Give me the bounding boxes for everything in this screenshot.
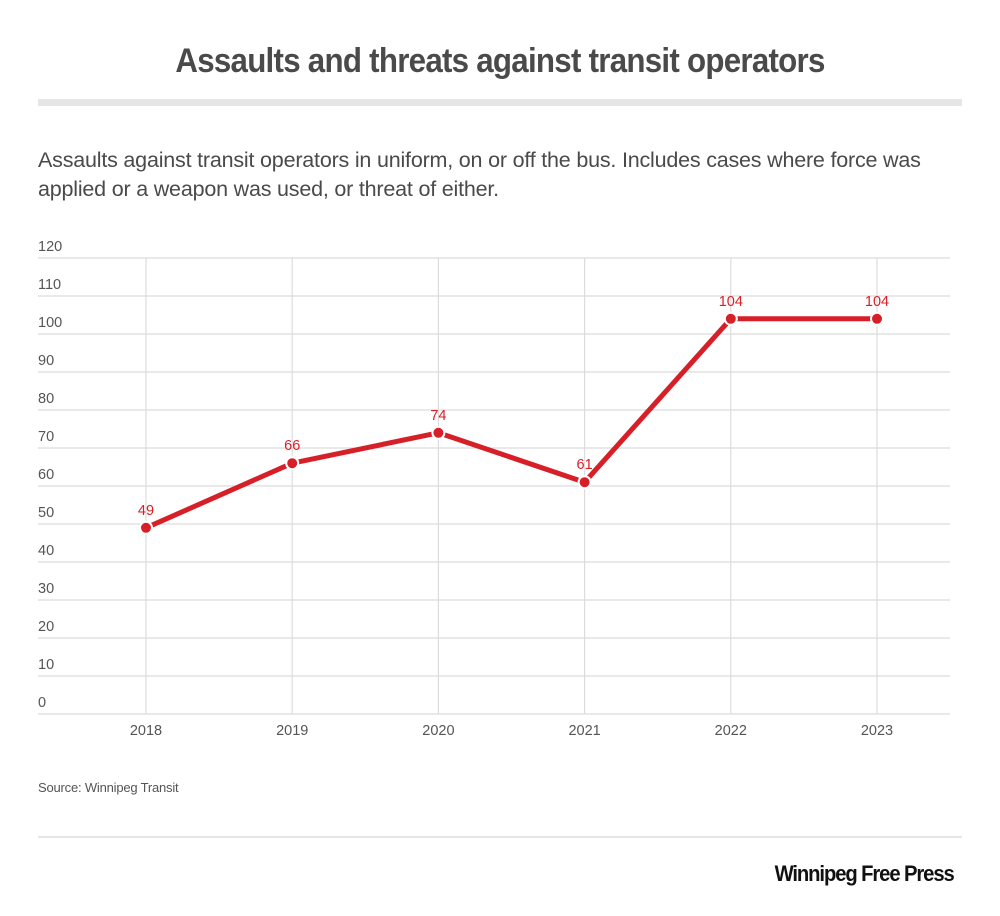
y-tick-label: 40 xyxy=(38,543,54,559)
y-tick-label: 120 xyxy=(38,239,62,255)
y-tick-label: 110 xyxy=(38,277,61,293)
x-tick-label: 2018 xyxy=(130,723,162,739)
chart-subtitle: Assaults against transit operators in un… xyxy=(38,148,921,201)
y-tick-label: 90 xyxy=(38,353,54,369)
series-line xyxy=(143,316,880,531)
title-divider xyxy=(38,99,962,106)
data-point xyxy=(139,520,153,535)
y-tick-label: 30 xyxy=(38,581,54,597)
y-tick-label: 20 xyxy=(38,619,54,635)
data-point xyxy=(577,475,592,490)
series-line-group xyxy=(143,316,880,531)
x-tick-label: 2023 xyxy=(861,723,893,739)
x-tick-label: 2021 xyxy=(568,723,600,739)
data-label: 61 xyxy=(577,457,593,473)
data-points xyxy=(139,311,884,535)
y-tick-label: 60 xyxy=(38,467,54,483)
data-label: 104 xyxy=(865,294,889,310)
data-label: 104 xyxy=(719,294,743,310)
y-tick-label: 70 xyxy=(38,429,54,445)
x-axis-tick-labels: 2018 2019 2020 2021 2022 2023 xyxy=(130,723,893,739)
horizontal-gridlines xyxy=(38,257,950,715)
data-label: 49 xyxy=(138,503,154,519)
chart-title: Assaults and threats against transit ope… xyxy=(175,42,825,80)
vertical-gridlines xyxy=(145,258,878,714)
x-tick-label: 2019 xyxy=(276,723,308,739)
y-tick-label: 0 xyxy=(38,695,46,711)
source-note: Source: Winnipeg Transit xyxy=(38,780,179,795)
y-tick-label: 80 xyxy=(38,391,54,407)
y-tick-label: 50 xyxy=(38,505,54,521)
x-tick-label: 2022 xyxy=(715,723,747,739)
data-point xyxy=(431,425,446,440)
data-point xyxy=(723,311,738,326)
footer-divider xyxy=(38,836,962,838)
y-tick-label: 10 xyxy=(38,657,54,673)
y-tick-label: 100 xyxy=(38,315,62,331)
data-point xyxy=(870,311,884,326)
data-labels: 49 66 74 61 104 104 xyxy=(138,294,889,519)
data-point xyxy=(285,456,300,471)
data-label: 66 xyxy=(284,438,300,454)
y-axis-tick-labels: 0 10 20 30 40 50 60 70 80 90 100 110 120 xyxy=(38,239,62,711)
x-tick-label: 2020 xyxy=(422,723,454,739)
data-label: 74 xyxy=(430,408,446,424)
brand-logo: Winnipeg Free Press xyxy=(774,861,955,886)
